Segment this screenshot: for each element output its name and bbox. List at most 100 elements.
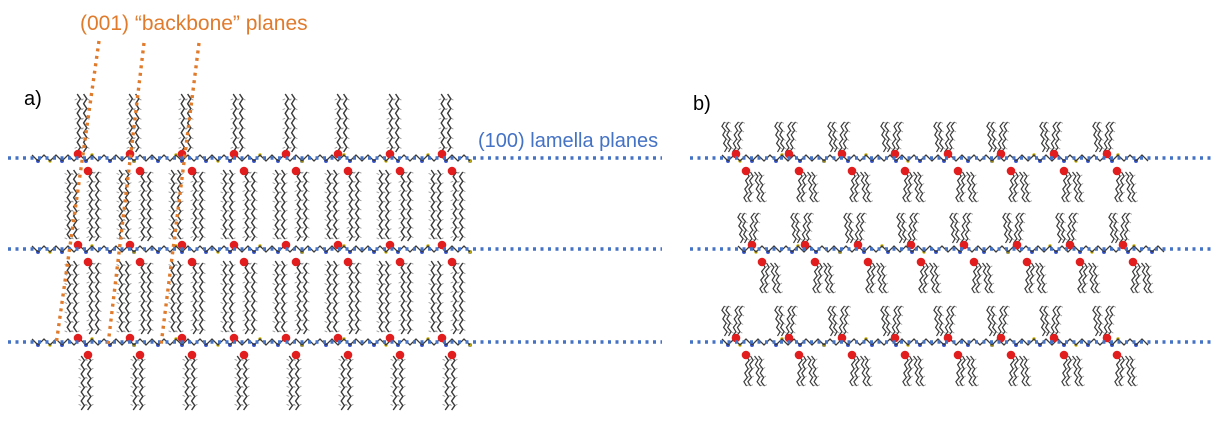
oxygen-atom bbox=[343, 257, 353, 267]
side-chain bbox=[743, 171, 768, 203]
oxygen-atom bbox=[1118, 240, 1128, 250]
oxygen-atom bbox=[239, 166, 249, 176]
backbone-plane-line bbox=[54, 40, 101, 346]
oxygen-atom bbox=[800, 240, 810, 250]
side-chain bbox=[242, 171, 258, 242]
side-chain bbox=[827, 121, 852, 153]
oxygen-atom bbox=[395, 350, 405, 360]
side-chain bbox=[1008, 171, 1033, 203]
side-chain bbox=[386, 93, 402, 153]
oxygen-atom bbox=[239, 350, 249, 360]
oxygen-atom bbox=[741, 166, 751, 176]
side-chain bbox=[949, 212, 974, 244]
side-chain bbox=[827, 305, 852, 337]
side-chain bbox=[902, 355, 927, 387]
panel-b-structure bbox=[721, 121, 1165, 387]
oxygen-atom bbox=[1102, 333, 1112, 343]
side-chain bbox=[116, 169, 132, 240]
conjugated-backbone bbox=[721, 333, 1149, 360]
side-chain bbox=[933, 305, 958, 337]
side-chain bbox=[428, 169, 444, 240]
oxygen-atom bbox=[125, 333, 135, 343]
conjugated-backbone bbox=[31, 240, 472, 267]
oxygen-atom bbox=[125, 240, 135, 250]
side-chain bbox=[398, 262, 414, 335]
side-chain bbox=[843, 212, 868, 244]
oxygen-atom bbox=[1112, 166, 1122, 176]
lamella-planes-label: (100) lamella planes bbox=[478, 130, 659, 152]
oxygen-atom bbox=[1059, 166, 1069, 176]
oxygen-atom bbox=[953, 166, 963, 176]
oxygen-atom bbox=[1012, 240, 1022, 250]
oxygen-atom bbox=[943, 333, 953, 343]
oxygen-atom bbox=[135, 166, 145, 176]
oxygen-atom bbox=[784, 149, 794, 159]
oxygen-atom bbox=[135, 350, 145, 360]
oxygen-atom bbox=[135, 257, 145, 267]
oxygen-atom bbox=[291, 166, 301, 176]
oxygen-atom bbox=[953, 350, 963, 360]
side-chain bbox=[116, 260, 132, 333]
side-chain bbox=[138, 171, 154, 242]
oxygen-atom bbox=[890, 333, 900, 343]
side-chain bbox=[138, 262, 154, 335]
side-chain bbox=[398, 171, 414, 242]
side-chain bbox=[1114, 355, 1139, 387]
oxygen-atom bbox=[863, 257, 873, 267]
oxygen-atom bbox=[83, 257, 93, 267]
oxygen-atom bbox=[1065, 240, 1075, 250]
oxygen-atom bbox=[916, 257, 926, 267]
side-chain bbox=[242, 262, 258, 335]
oxygen-atom bbox=[959, 240, 969, 250]
oxygen-atom bbox=[333, 240, 343, 250]
oxygen-atom bbox=[1059, 350, 1069, 360]
side-chain bbox=[880, 305, 905, 337]
side-chain bbox=[955, 171, 980, 203]
side-chain bbox=[1061, 171, 1086, 203]
side-chain bbox=[743, 355, 768, 387]
oxygen-atom bbox=[239, 257, 249, 267]
side-chain bbox=[721, 121, 746, 153]
oxygen-atom bbox=[333, 333, 343, 343]
side-chain bbox=[390, 355, 406, 411]
side-chain bbox=[1092, 305, 1117, 337]
side-chain bbox=[168, 260, 184, 333]
oxygen-atom bbox=[890, 149, 900, 159]
side-chain bbox=[1108, 212, 1133, 244]
side-chain bbox=[190, 262, 206, 335]
side-chain bbox=[190, 171, 206, 242]
oxygen-atom bbox=[447, 166, 457, 176]
oxygen-atom bbox=[73, 149, 83, 159]
panel-a-structure bbox=[31, 93, 472, 411]
oxygen-atom bbox=[1022, 257, 1032, 267]
side-chain bbox=[442, 355, 458, 411]
oxygen-atom bbox=[83, 166, 93, 176]
side-chain bbox=[438, 93, 454, 153]
side-chain bbox=[1077, 262, 1102, 294]
oxygen-atom bbox=[1006, 350, 1016, 360]
oxygen-atom bbox=[996, 333, 1006, 343]
oxygen-atom bbox=[847, 166, 857, 176]
side-chain bbox=[234, 355, 250, 411]
side-chain bbox=[986, 305, 1011, 337]
oxygen-atom bbox=[187, 166, 197, 176]
side-chain bbox=[86, 262, 102, 335]
panel-b-label: b) bbox=[693, 93, 711, 115]
oxygen-atom bbox=[1128, 257, 1138, 267]
oxygen-atom bbox=[229, 333, 239, 343]
oxygen-atom bbox=[73, 333, 83, 343]
oxygen-atom bbox=[837, 149, 847, 159]
side-chain bbox=[1092, 121, 1117, 153]
oxygen-atom bbox=[229, 149, 239, 159]
side-chain bbox=[282, 93, 298, 153]
oxygen-atom bbox=[1049, 149, 1059, 159]
side-chain bbox=[324, 260, 340, 333]
conjugated-backbone bbox=[721, 149, 1149, 176]
side-chain bbox=[1055, 212, 1080, 244]
side-chain bbox=[450, 171, 466, 242]
oxygen-atom bbox=[810, 257, 820, 267]
side-chain bbox=[1061, 355, 1086, 387]
side-chain bbox=[346, 171, 362, 242]
oxygen-atom bbox=[343, 166, 353, 176]
